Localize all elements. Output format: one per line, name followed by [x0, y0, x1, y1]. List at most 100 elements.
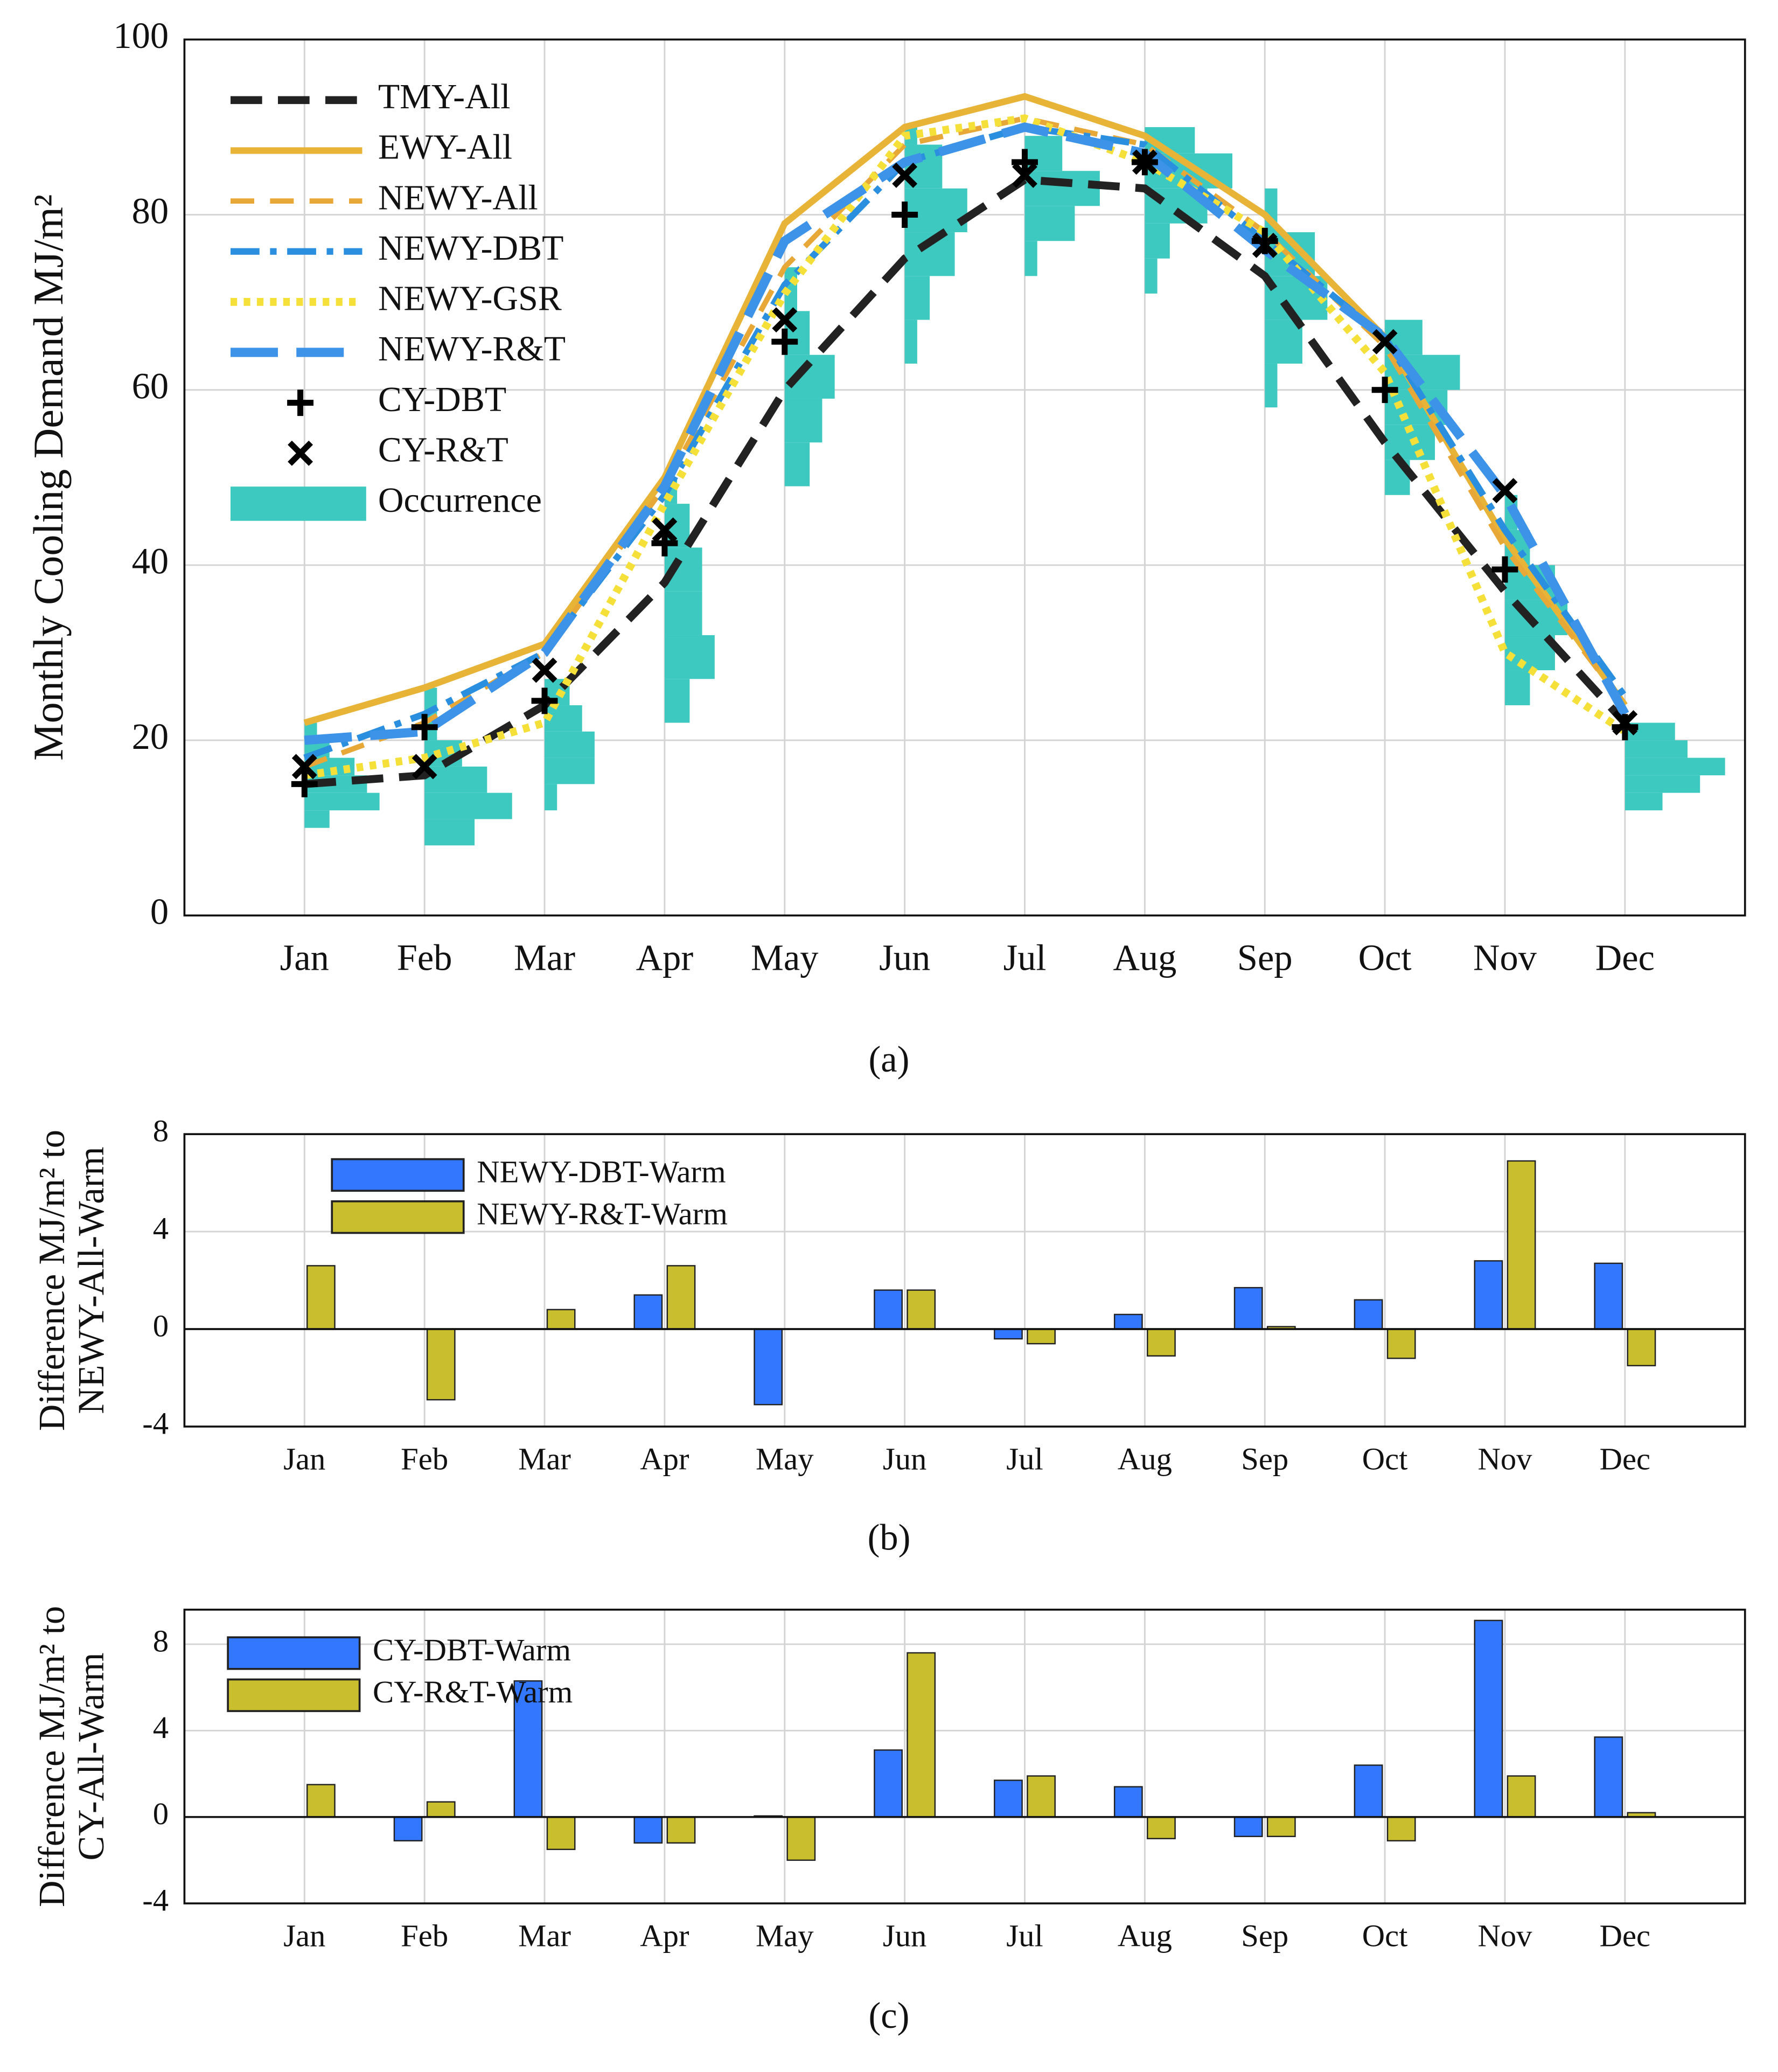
occurrence-bar	[545, 731, 595, 758]
legend-swatch	[227, 1678, 361, 1712]
x-tick-label: Nov	[1477, 1441, 1532, 1476]
x-tick-label: Jul	[1006, 1441, 1043, 1476]
occurrence-bar	[664, 635, 715, 679]
x-tick-label: May	[756, 1441, 814, 1476]
plot-frame	[183, 1133, 1746, 1428]
legend-label: TMY-All	[378, 77, 511, 116]
caption: (c)	[869, 1995, 910, 2036]
bar	[1386, 1816, 1416, 1841]
occurrence-bar	[1024, 241, 1037, 276]
y-tick-label: -4	[142, 1883, 169, 1918]
bar	[1627, 1328, 1656, 1367]
occurrence-bar	[664, 679, 690, 723]
occurrence-bar	[904, 319, 917, 364]
legend-marker	[287, 390, 314, 416]
legend-marker	[288, 440, 313, 466]
x-tick-label: Oct	[1362, 1441, 1408, 1476]
bar	[1354, 1764, 1383, 1818]
legend-label: NEWY-R&T-Warm	[477, 1197, 728, 1232]
y-axis-label: Difference MJ/m² toCY-All-Warm	[31, 1606, 111, 1907]
x-tick-label: Oct	[1358, 937, 1412, 978]
x-tick-label: Sep	[1241, 1441, 1288, 1476]
bar	[393, 1816, 423, 1841]
x-tick-label: Mar	[518, 1441, 571, 1476]
x-tick-label: Dec	[1600, 1918, 1650, 1953]
plot-frame	[183, 1608, 1746, 1904]
x-tick-label: Apr	[640, 1441, 689, 1476]
bar	[426, 1328, 456, 1401]
occurrence-bar	[1265, 319, 1302, 364]
x-tick-label: Mar	[514, 937, 575, 978]
y-tick-label: 8	[153, 1623, 169, 1658]
occurrence-bar	[1624, 757, 1725, 776]
marker	[771, 328, 798, 355]
occurrence-bar	[904, 188, 967, 233]
y-tick-label: 8	[153, 1114, 169, 1149]
x-tick-label: Dec	[1595, 937, 1655, 978]
y-tick-label: 60	[132, 365, 169, 406]
legend-label: NEWY-R&T	[378, 329, 566, 368]
occurrence-bar	[545, 757, 595, 784]
bar	[754, 1328, 783, 1406]
legend-label: CY-R&T-Warm	[373, 1674, 573, 1709]
occurrence-bar	[1145, 258, 1158, 294]
bar	[1386, 1328, 1416, 1359]
bar	[1113, 1786, 1143, 1818]
bar	[666, 1816, 696, 1844]
x-tick-label: Aug	[1113, 937, 1176, 978]
bar	[994, 1328, 1023, 1340]
x-tick-label: Jun	[883, 1918, 927, 1953]
x-tick-label: Sep	[1237, 937, 1293, 978]
occurrence-bar	[1505, 670, 1530, 706]
y-tick-label: 80	[132, 190, 169, 231]
marker	[1012, 162, 1037, 188]
occurrence-bar	[1624, 775, 1700, 793]
x-tick-label: Apr	[640, 1918, 689, 1953]
occurrence-bar	[424, 819, 475, 846]
legend-swatch	[227, 1636, 361, 1670]
bar	[1266, 1816, 1296, 1837]
marker	[291, 754, 317, 780]
y-axis-label-line: CY-All-Warm	[71, 1652, 111, 1860]
caption: (b)	[868, 1517, 911, 1558]
marker	[1252, 232, 1278, 258]
occurrence-bar	[304, 792, 380, 811]
occurrence-bar	[904, 276, 930, 320]
y-axis-label-line: NEWY-All-Warm	[71, 1146, 111, 1414]
y-tick-label: 0	[153, 1796, 169, 1831]
marker	[1492, 478, 1518, 504]
marker	[1132, 149, 1158, 175]
x-tick-label: Jun	[883, 1441, 927, 1476]
bar	[666, 1265, 696, 1330]
line	[304, 114, 1627, 780]
occurrence-bar	[784, 398, 822, 443]
bar	[907, 1289, 936, 1330]
legend-label: CY-DBT-Warm	[373, 1632, 571, 1667]
x-tick-label: Jan	[280, 937, 329, 978]
marker	[531, 687, 558, 714]
bar	[1507, 1160, 1536, 1330]
x-tick-label: Jan	[283, 1918, 325, 1953]
legend-label: NEWY-All	[378, 178, 538, 217]
x-tick-label: Jul	[1003, 937, 1047, 978]
occurrence-bar	[1145, 223, 1170, 259]
bar	[1113, 1313, 1143, 1330]
x-tick-label: Jan	[283, 1441, 325, 1476]
x-tick-label: Mar	[518, 1918, 571, 1953]
y-tick-label: 4	[153, 1710, 169, 1745]
occurrence-bar	[1024, 171, 1100, 206]
caption: (a)	[869, 1039, 910, 1080]
x-tick-label: Feb	[401, 1918, 448, 1953]
bar	[1233, 1287, 1263, 1330]
x-tick-label: Dec	[1600, 1441, 1650, 1476]
x-tick-label: Aug	[1118, 1918, 1172, 1953]
y-tick-label: 0	[150, 891, 169, 932]
marker	[291, 770, 318, 797]
legend-label: CY-DBT	[378, 380, 506, 419]
legend-label: NEWY-DBT-Warm	[477, 1154, 726, 1189]
bar	[1233, 1816, 1263, 1837]
bar	[546, 1309, 576, 1330]
x-tick-label: Nov	[1473, 937, 1537, 978]
legend-swatch	[331, 1158, 465, 1192]
